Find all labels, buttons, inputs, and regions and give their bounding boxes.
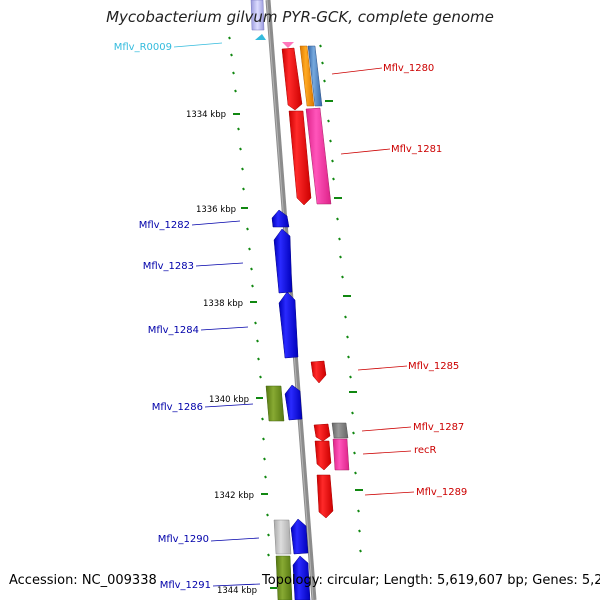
gene-mflv-1280-orange[interactable] (299, 45, 315, 107)
gene-recr-red[interactable] (314, 440, 332, 471)
gene-label-recr[interactable]: recR (414, 445, 437, 456)
gene-mflv-1286-blue[interactable] (284, 384, 303, 421)
feature-lavender-top[interactable] (250, 0, 265, 31)
gene-label-mflv-1287[interactable]: Mflv_1287 (413, 422, 464, 433)
gene-label-mflv-1280[interactable]: Mflv_1280 (383, 63, 434, 74)
gene-label-mflv-1285[interactable]: Mflv_1285 (408, 361, 459, 372)
gene-mflv-1291-blue[interactable] (292, 555, 311, 601)
gene-mflv-1285[interactable] (310, 360, 327, 384)
gene-label-mflv-1284[interactable]: Mflv_1284 (148, 325, 199, 336)
feature-pink-marker[interactable] (282, 42, 294, 48)
tick-label-1344: 1344 kbp (217, 586, 257, 596)
feature-rna-mflv-r0009[interactable] (255, 34, 266, 40)
outer-ruler (319, 44, 363, 553)
tick-label-1338: 1338 kbp (203, 299, 243, 309)
gene-label-mflv-1289[interactable]: Mflv_1289 (416, 487, 467, 498)
gene-mflv-1286-olive[interactable] (265, 385, 285, 422)
tick-label-1336: 1336 kbp (196, 205, 236, 215)
gene-label-mflv-1290[interactable]: Mflv_1290 (158, 534, 209, 545)
tick-label-1340: 1340 kbp (209, 395, 249, 405)
gene-mflv-1287-grey[interactable] (331, 422, 349, 439)
gene-mflv-1280-red[interactable] (281, 47, 303, 111)
gene-mflv-1280-steelblue[interactable] (307, 45, 323, 107)
gene-mflv-1283[interactable] (273, 228, 293, 294)
map-title: Mycobacterium gilvum PYR-GCK, complete g… (106, 8, 494, 26)
leader-lines (173, 42, 415, 587)
gene-mflv-1281-red[interactable] (288, 110, 312, 206)
genome-summary-text: Topology: circular; Length: 5,619,607 bp… (262, 573, 600, 588)
gene-label-mflv-1286[interactable]: Mflv_1286 (152, 402, 203, 413)
gene-label-mflv-1291[interactable]: Mflv_1291 (160, 580, 211, 591)
gene-label-mflv-1282[interactable]: Mflv_1282 (139, 220, 190, 231)
gene-mflv-1284[interactable] (278, 291, 299, 359)
inner-ruler (228, 36, 277, 589)
gene-mflv-1282[interactable] (271, 209, 290, 228)
gene-mflv-1290-blue[interactable] (290, 518, 309, 555)
gene-mflv-1289[interactable] (316, 474, 334, 519)
gene-mflv-1287-red[interactable] (313, 423, 331, 442)
tick-label-1342: 1342 kbp (214, 491, 254, 501)
tick-label-1334: 1334 kbp (186, 110, 226, 120)
accession-text: Accession: NC_009338 (9, 573, 157, 588)
gene-mflv-1281-magenta[interactable] (305, 107, 332, 205)
gene-label-mflv-1281[interactable]: Mflv_1281 (391, 144, 442, 155)
gene-label-mflv-r0009[interactable]: Mflv_R0009 (114, 42, 172, 53)
gene-label-mflv-1283[interactable]: Mflv_1283 (143, 261, 194, 272)
gene-mflv-1290-lightgrey[interactable] (273, 519, 292, 555)
gene-recr-magenta[interactable] (332, 438, 350, 471)
